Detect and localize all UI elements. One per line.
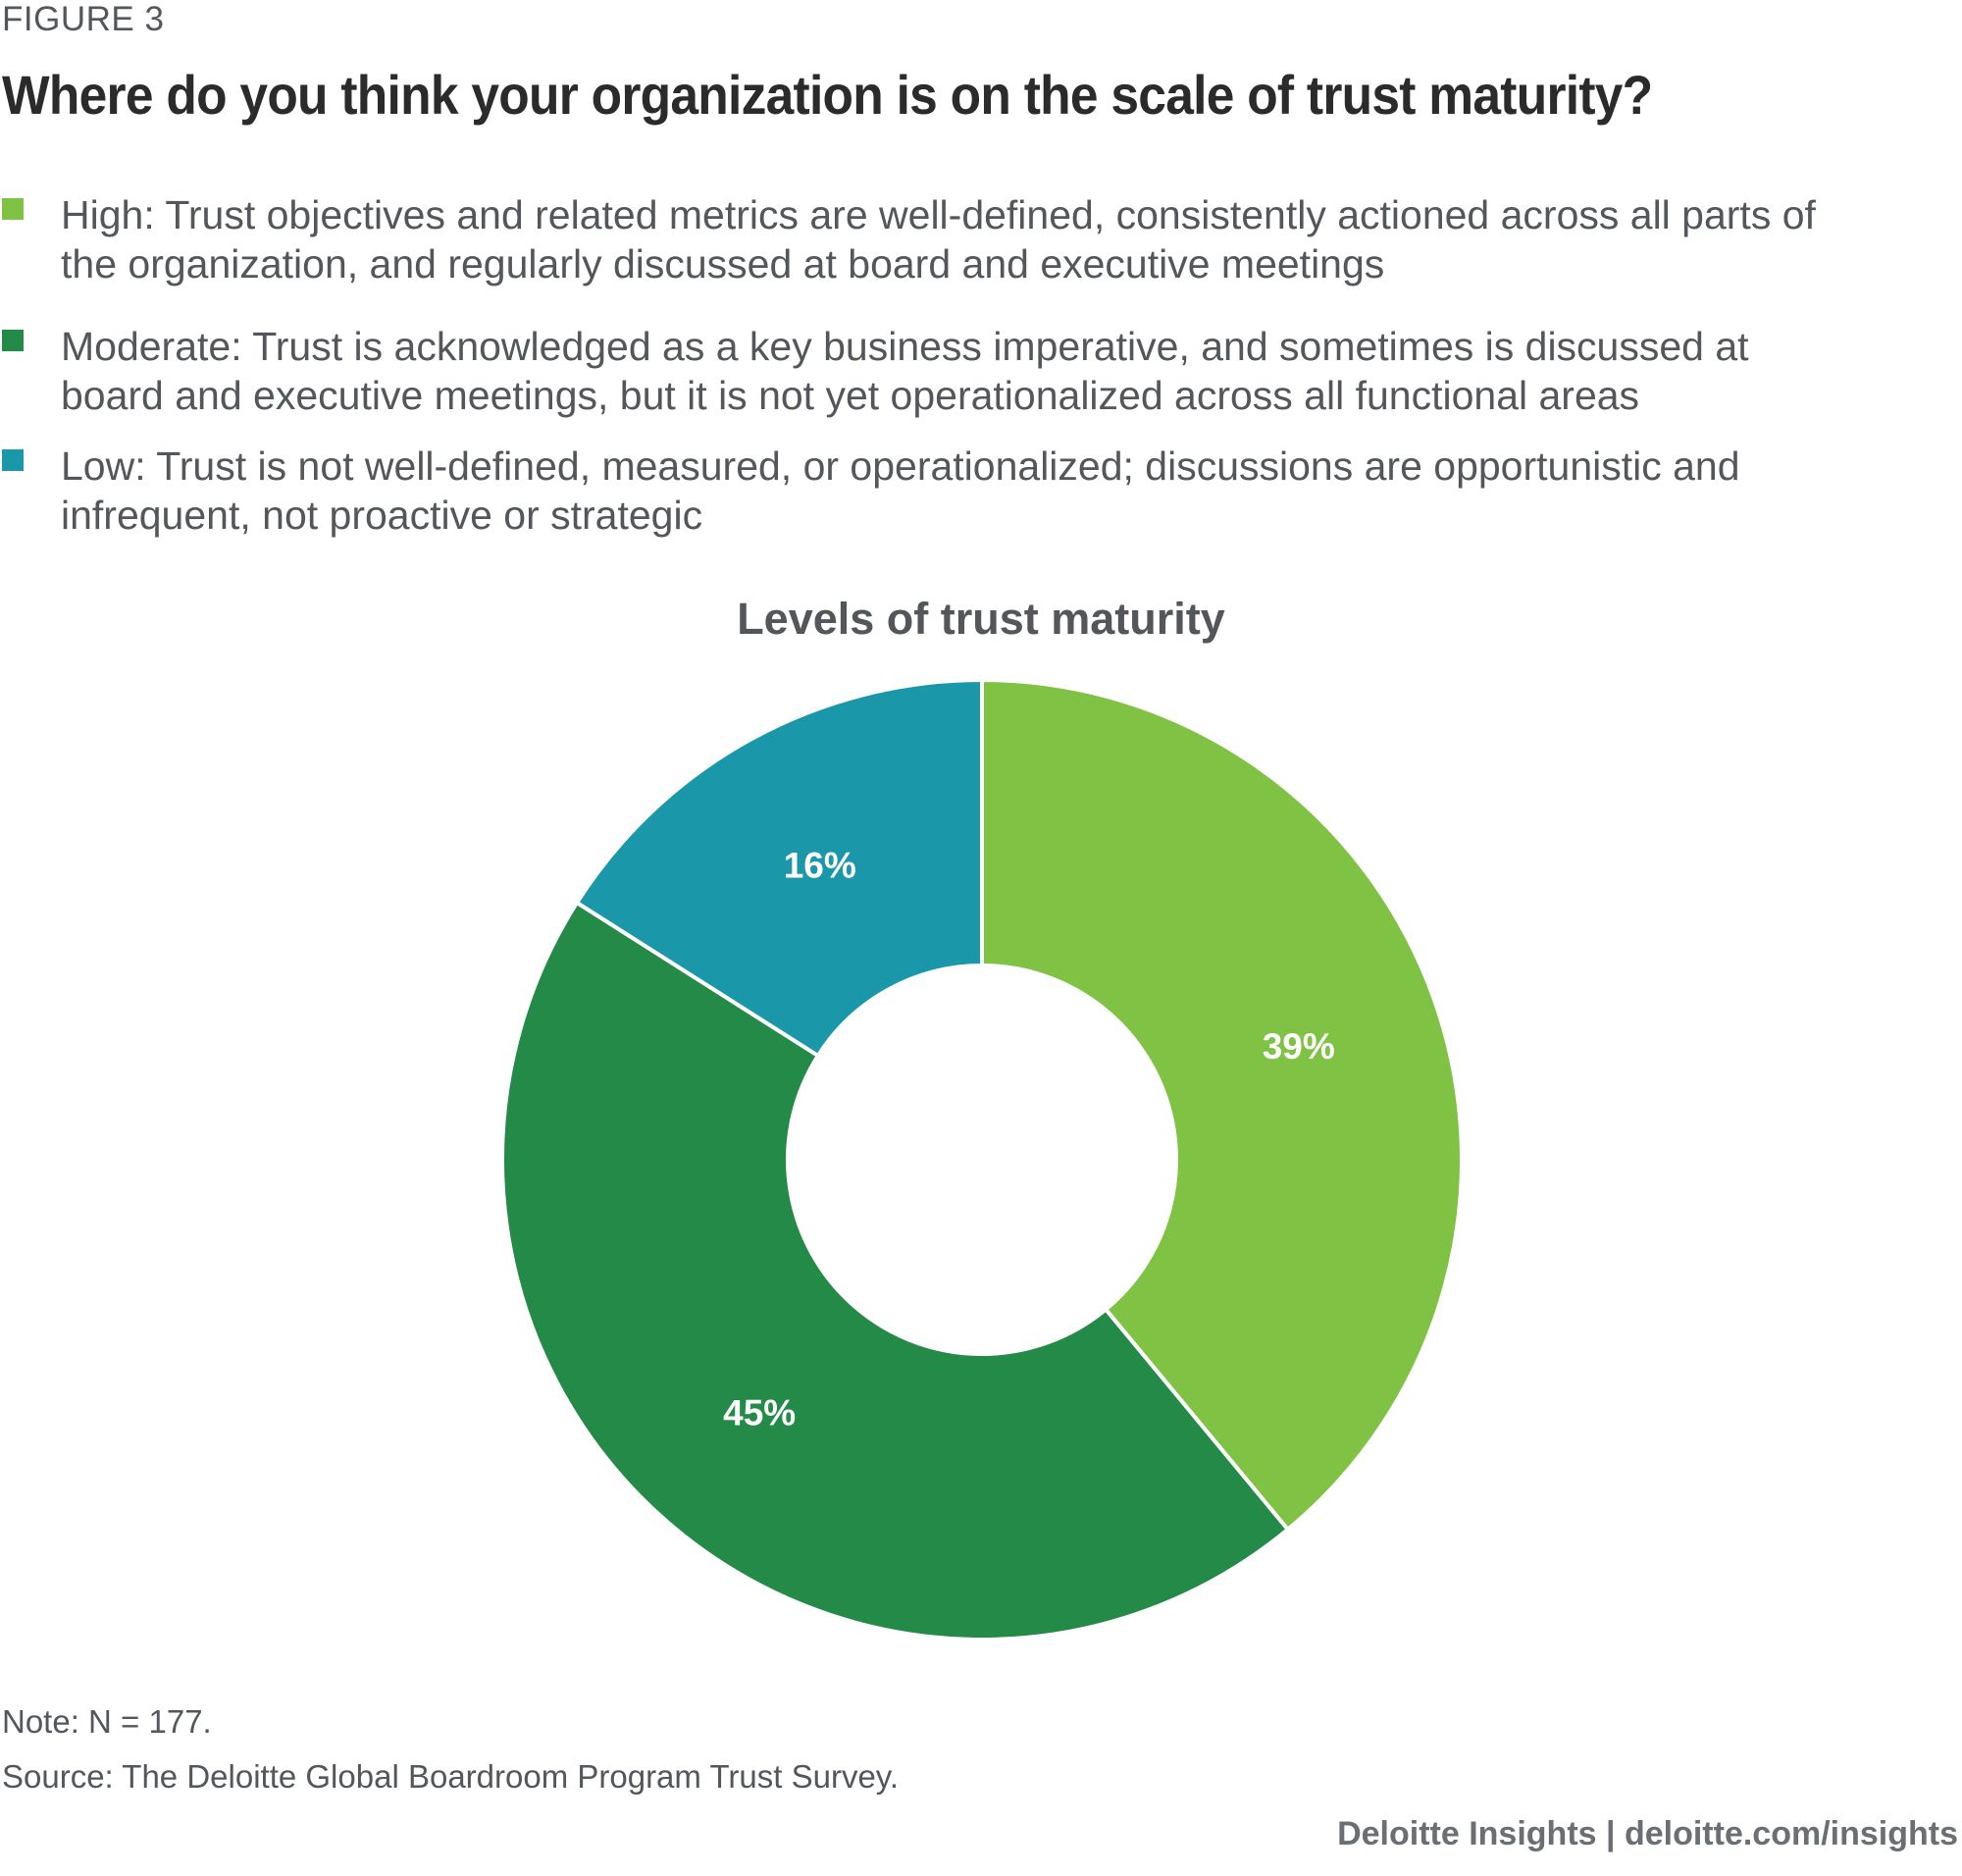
source: Source: The Deloitte Global Boardroom Pr… — [2, 1758, 900, 1795]
slice-low — [574, 677, 984, 1059]
legend: High: Trust objectives and related metri… — [0, 190, 1844, 573]
legend-item-low: Low: Trust is not well-defined, measured… — [0, 442, 1844, 540]
data-label-moderate: 45% — [723, 1392, 796, 1433]
legend-swatch-high — [2, 198, 24, 220]
chart-headline: Where do you think your organization is … — [2, 64, 1653, 126]
slice-moderate — [500, 900, 1291, 1642]
legend-swatch-moderate — [2, 330, 24, 351]
legend-label-moderate: Moderate: Trust is acknowledged as a key… — [61, 324, 1749, 418]
legend-item-moderate: Moderate: Trust is acknowledged as a key… — [0, 322, 1844, 420]
credit: Deloitte Insights | deloitte.com/insight… — [1337, 1815, 1958, 1852]
note: Note: N = 177. — [2, 1703, 212, 1740]
slice-high — [980, 677, 1464, 1533]
figure-label: FIGURE 3 — [2, 0, 165, 38]
legend-label-low: Low: Trust is not well-defined, measured… — [61, 443, 1740, 538]
legend-swatch-low — [2, 449, 24, 471]
data-label-high: 39% — [1263, 1026, 1335, 1067]
legend-label-high: High: Trust objectives and related metri… — [61, 192, 1816, 287]
chart-title: Levels of trust maturity — [0, 594, 1962, 645]
legend-item-high: High: Trust objectives and related metri… — [0, 190, 1844, 288]
data-label-low: 16% — [784, 845, 856, 885]
chart-title-text: Levels of trust maturity — [737, 594, 1225, 644]
